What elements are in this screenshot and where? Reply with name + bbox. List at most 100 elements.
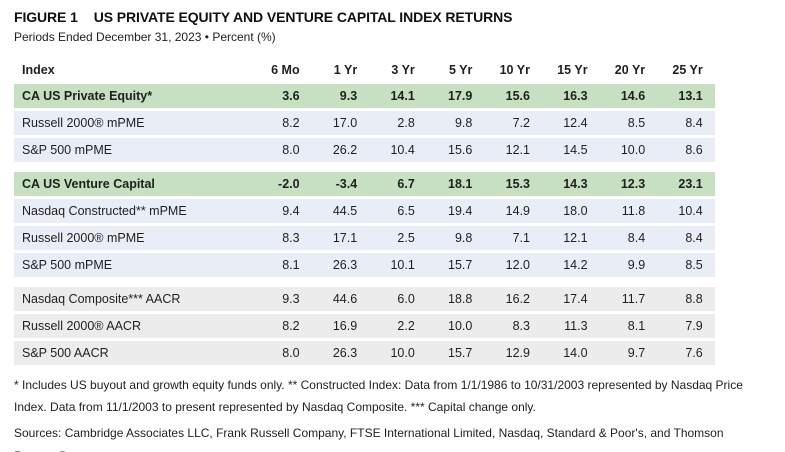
row-label: Russell 2000® mPME: [22, 231, 145, 245]
cell: 12.1: [563, 231, 588, 245]
cell: 8.1: [282, 258, 300, 272]
table-row-ca-us-private-equity: CA US Private Equity* 3.6 9.3 14.1 17.9 …: [14, 84, 715, 108]
cell: 9.4: [282, 204, 300, 218]
cell: 10.0: [620, 143, 646, 157]
cell: 17.0: [332, 116, 358, 130]
cell: 8.3: [282, 231, 300, 245]
cell: 14.9: [505, 204, 530, 218]
row-label: S&P 500 mPME: [22, 258, 113, 272]
table-group-private-equity: CA US Private Equity* 3.6 9.3 14.1 17.9 …: [14, 84, 715, 162]
cell: 8.6: [685, 143, 703, 157]
cell: 3.6: [282, 89, 300, 103]
cell: 13.1: [678, 89, 703, 103]
cell: 14.1: [390, 89, 415, 103]
column-header-10yr: 10 Yr: [499, 63, 530, 77]
cell: 15.6: [505, 89, 530, 103]
cell: 10.0: [448, 319, 473, 333]
table-row-nasdaq-composite-aacr: Nasdaq Composite*** AACR 9.3 44.6 6.0 18…: [14, 287, 715, 311]
cell: 11.8: [621, 204, 646, 218]
table-group-aacr: Nasdaq Composite*** AACR 9.3 44.6 6.0 18…: [14, 287, 715, 365]
column-header-25yr: 25 Yr: [672, 63, 703, 77]
column-header-15yr: 15 Yr: [557, 63, 588, 77]
cell: 8.1: [627, 319, 646, 333]
cell: 8.5: [685, 258, 703, 272]
cell: 18.0: [563, 204, 588, 218]
table-row-ca-us-venture-capital: CA US Venture Capital -2.0 -3.4 6.7 18.1…: [14, 172, 715, 196]
cell: 12.4: [563, 116, 588, 130]
cell: 6.7: [397, 177, 415, 191]
cell: 8.4: [685, 231, 703, 245]
footnote-notes: * Includes US buyout and growth equity f…: [14, 378, 743, 415]
cell: 8.0: [282, 346, 300, 360]
cell: 10.4: [678, 204, 703, 218]
cell: 7.6: [685, 346, 703, 360]
figure-label: FIGURE 1: [14, 9, 78, 25]
cell: 14.6: [620, 89, 646, 103]
cell: 8.0: [282, 143, 300, 157]
cell: -2.0: [278, 177, 300, 191]
cell: 2.2: [397, 319, 415, 333]
cell: 12.3: [620, 177, 646, 191]
cell: 14.3: [563, 177, 588, 191]
cell: 8.2: [282, 319, 300, 333]
row-label: CA US Venture Capital: [22, 177, 155, 191]
cell: 8.8: [685, 292, 703, 306]
cell: 15.6: [448, 143, 473, 157]
table-row-nasdaq-constructed-mpme: Nasdaq Constructed** mPME 9.4 44.5 6.5 1…: [14, 199, 715, 223]
table-group-venture-capital: CA US Venture Capital -2.0 -3.4 6.7 18.1…: [14, 172, 715, 277]
cell: 6.0: [397, 292, 415, 306]
cell: 26.2: [332, 143, 358, 157]
cell: 7.9: [685, 319, 703, 333]
row-label: Russell 2000® AACR: [22, 319, 141, 333]
cell: 19.4: [448, 204, 473, 218]
cell: 23.1: [678, 177, 703, 191]
cell: 15.3: [505, 177, 530, 191]
cell: 8.2: [282, 116, 300, 130]
cell: 11.3: [564, 319, 588, 333]
title-line: FIGURE 1 US PRIVATE EQUITY AND VENTURE CA…: [14, 9, 785, 25]
page-title: US PRIVATE EQUITY AND VENTURE CAPITAL IN…: [93, 9, 513, 25]
table-row-sp-500-aacr: S&P 500 AACR 8.0 26.3 10.0 15.7 12.9 14.…: [14, 341, 715, 365]
cell: 12.0: [505, 258, 530, 272]
cell: 2.8: [397, 116, 415, 130]
cell: 17.1: [332, 231, 358, 245]
cell: 15.7: [448, 346, 473, 360]
cell: 8.5: [627, 116, 646, 130]
cell: 12.9: [505, 346, 530, 360]
cell: 9.7: [627, 346, 646, 360]
cell: 8.4: [685, 116, 703, 130]
subtitle: Periods Ended December 31, 2023 • Percen…: [14, 30, 276, 44]
cell: 8.4: [627, 231, 646, 245]
cell: 26.3: [332, 258, 358, 272]
footnote-sources: Sources: Cambridge Associates LLC, Frank…: [14, 426, 724, 452]
column-header-1yr: 1 Yr: [333, 63, 358, 77]
row-label: S&P 500 mPME: [22, 143, 113, 157]
cell: 17.9: [448, 89, 473, 103]
cell: 9.3: [339, 89, 358, 103]
row-label: Nasdaq Constructed** mPME: [22, 204, 187, 218]
row-label: CA US Private Equity*: [22, 89, 153, 103]
cell: 10.0: [390, 346, 415, 360]
cell: 14.0: [563, 346, 588, 360]
cell: 15.7: [448, 258, 473, 272]
cell: 9.8: [454, 116, 473, 130]
cell: 9.3: [282, 292, 300, 306]
cell: 18.8: [448, 292, 473, 306]
table-row-russell-2000-aacr: Russell 2000® AACR 8.2 16.9 2.2 10.0 8.3…: [14, 314, 715, 338]
row-label: Nasdaq Composite*** AACR: [22, 292, 181, 306]
cell: -3.4: [335, 177, 358, 191]
table-row-russell-2000-mpme: Russell 2000® mPME 8.2 17.0 2.8 9.8 7.2 …: [14, 111, 715, 135]
cell: 6.5: [397, 204, 415, 218]
returns-table: Index 6 Mo 1 Yr 3 Yr 5 Yr 10 Yr 15 Yr 20…: [14, 58, 715, 365]
cell: 7.1: [512, 231, 530, 245]
cell: 18.1: [448, 177, 473, 191]
footnotes: * Includes US buyout and growth equity f…: [14, 374, 762, 452]
table-row-sp-500-mpme: S&P 500 mPME 8.0 26.2 10.4 15.6 12.1 14.…: [14, 138, 715, 162]
cell: 17.4: [563, 292, 588, 306]
cell: 9.9: [627, 258, 646, 272]
row-label: Russell 2000® mPME: [22, 116, 145, 130]
cell: 10.1: [390, 258, 415, 272]
cell: 12.1: [505, 143, 530, 157]
cell: 14.5: [563, 143, 588, 157]
cell: 16.2: [505, 292, 530, 306]
